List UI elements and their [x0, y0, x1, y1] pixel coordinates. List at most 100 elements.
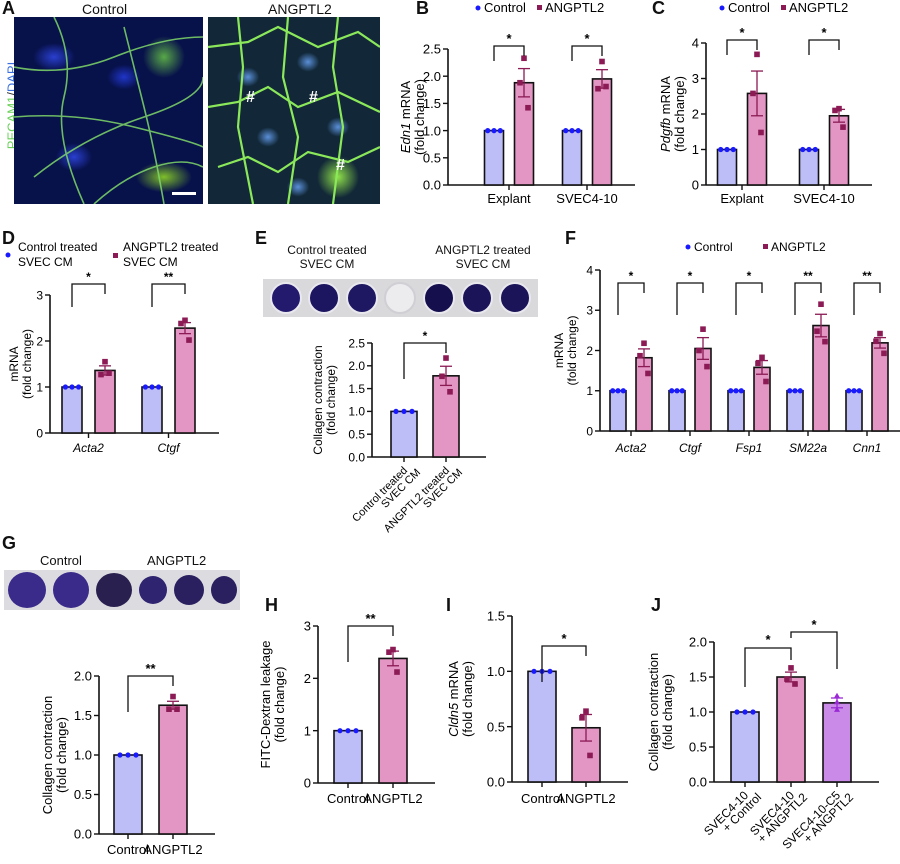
y-tick-label: 1.5 — [74, 708, 92, 723]
x-tick-label: Acta2 — [615, 441, 647, 455]
data-point — [840, 124, 846, 130]
data-point — [575, 128, 581, 134]
data-point — [700, 326, 706, 332]
data-point — [345, 728, 351, 734]
bar — [635, 356, 653, 432]
data-point — [599, 58, 605, 65]
data-point — [587, 752, 593, 759]
data-point — [851, 388, 857, 394]
legend-label-angptl2: ANGPTL2 — [771, 240, 826, 254]
data-point — [718, 146, 724, 153]
x-tick-label: Control — [107, 842, 149, 857]
significance-stars: ** — [164, 270, 174, 284]
x-tick-label: Control — [521, 791, 563, 806]
data-point — [102, 358, 108, 365]
data-point — [443, 355, 449, 361]
data-point — [877, 330, 883, 337]
y-tick-label: 2.5 — [423, 42, 441, 57]
y-tick-label: 0.5 — [487, 719, 505, 734]
data-point — [521, 55, 527, 62]
significance-bracket — [676, 282, 704, 315]
bar — [432, 375, 460, 458]
data-point — [485, 128, 491, 134]
data-point — [806, 146, 812, 153]
significance-stars: ** — [365, 611, 376, 626]
significance-stars: * — [747, 269, 752, 283]
y-tick-label: 0 — [36, 426, 43, 440]
bar — [786, 389, 804, 432]
significance-bracket — [726, 39, 758, 55]
data-point — [763, 378, 769, 385]
y-tick-label: 1.5 — [423, 96, 441, 111]
y-tick-label: 0.0 — [487, 775, 505, 790]
x-tick-label: Fsp1 — [736, 441, 763, 455]
micrograph-angptl2: # # # — [208, 17, 380, 204]
significance-bracket — [794, 282, 822, 315]
significance-bracket — [71, 283, 106, 307]
x-tick-label: Ctgf — [157, 441, 181, 455]
significance-bracket — [853, 282, 881, 315]
legend-label-angptl2: ANGPTL2 — [789, 0, 848, 15]
data-point — [797, 388, 803, 394]
chart-g-collagen: 0.0 0.5 1.0 1.5 2.0 Collagen contraction (fold… — [40, 661, 215, 857]
data-point — [525, 104, 531, 111]
x-tick-label: SVEC4-10 — [556, 191, 617, 206]
data-point — [784, 676, 790, 682]
significance-stars: * — [821, 25, 827, 40]
data-point — [873, 338, 879, 345]
bar — [609, 389, 627, 432]
data-point — [69, 384, 75, 390]
marker-hash-1: # — [246, 89, 255, 106]
y-tick-label: 2.0 — [348, 359, 365, 373]
x-tick-label: Control — [327, 791, 369, 806]
significance-stars: * — [584, 31, 590, 46]
panel-label-h: H — [265, 595, 278, 615]
data-point — [409, 408, 415, 414]
y-axis-label-2: (fold change) — [54, 717, 69, 793]
data-point — [149, 384, 155, 390]
significance-bracket — [541, 645, 587, 682]
chart-f-mrna: 0 1 2 3 4 mRNA (fold change) Acta2 Ctgf Fsp1 SM22a… — [552, 240, 900, 455]
data-point — [394, 669, 400, 675]
data-point — [117, 752, 123, 758]
bar — [174, 327, 196, 434]
data-point — [569, 128, 575, 134]
data-point — [818, 301, 824, 308]
data-point — [696, 347, 702, 354]
data-point — [583, 708, 589, 714]
x-tick-label: ANGPTL2 — [143, 842, 202, 857]
legend-marker-angptl2 — [781, 5, 786, 10]
bar — [591, 78, 613, 186]
data-point — [730, 146, 736, 153]
panel-a-title-angptl2: ANGPTL2 — [268, 1, 332, 17]
y-tick-label: 0.0 — [74, 827, 92, 842]
significance-stars: * — [811, 617, 817, 632]
y-tick-label: 2.0 — [74, 669, 92, 684]
data-point — [754, 51, 760, 58]
data-point — [610, 388, 616, 394]
panel-label-i: I — [446, 595, 452, 615]
data-point — [679, 388, 685, 394]
chart-e-collagen: 0.0 0.5 1.0 1.5 2.0 2.5 Collagen contraction (f… — [311, 329, 486, 535]
bar — [527, 670, 557, 783]
bar — [158, 704, 188, 835]
legend-label-control: Control — [484, 0, 526, 15]
data-point — [733, 388, 739, 394]
marker-hash-2: # — [309, 89, 318, 106]
bar — [822, 702, 852, 783]
panel-e-wells-photo — [263, 279, 538, 317]
svg-text:Control treated: Control treated — [18, 240, 97, 254]
data-point — [182, 317, 188, 324]
data-point — [881, 350, 887, 357]
data-point — [497, 128, 503, 134]
y-tick-label: 2 — [304, 671, 311, 686]
bar — [94, 369, 116, 434]
significance-bracket — [493, 45, 525, 61]
significance-bracket — [347, 625, 394, 662]
significance-bracket — [808, 39, 840, 55]
data-point — [738, 388, 744, 394]
significance-stars: * — [86, 270, 91, 284]
significance-stars: * — [688, 269, 693, 283]
legend-label-control: Control — [728, 0, 770, 15]
